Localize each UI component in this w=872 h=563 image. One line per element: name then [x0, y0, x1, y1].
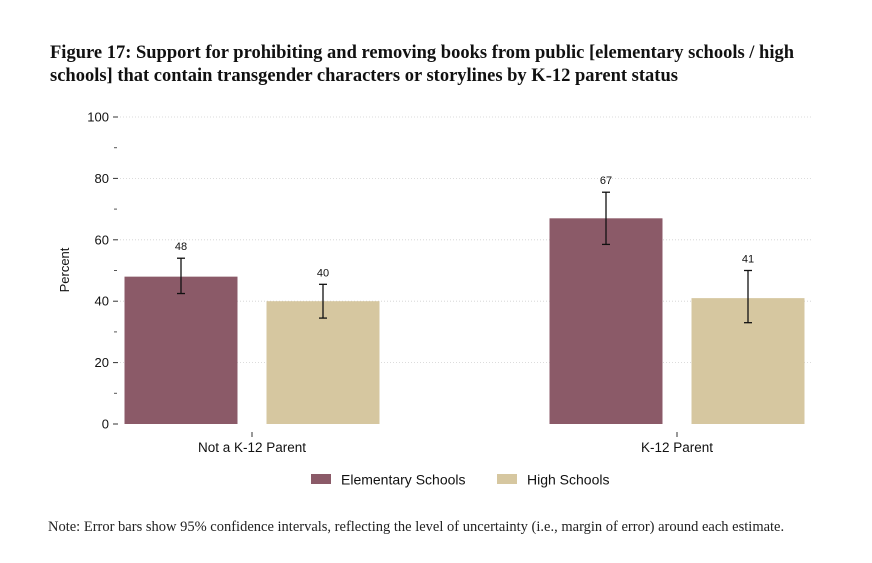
y-tick-label: 20 — [95, 355, 109, 370]
y-tick-label: 80 — [95, 171, 109, 186]
figure-title: Figure 17: Support for prohibiting and r… — [50, 43, 795, 86]
bar — [266, 301, 380, 424]
legend-swatch — [497, 474, 517, 484]
figure-note: Note: Error bars show 95% confidence int… — [48, 519, 785, 535]
data-label: 41 — [742, 254, 754, 266]
legend-label: Elementary Schools — [341, 472, 466, 488]
bar — [124, 276, 238, 424]
data-label: 48 — [175, 241, 187, 253]
data-label: 40 — [317, 267, 329, 279]
x-tick-label: Not a K-12 Parent — [198, 440, 306, 455]
data-label: 67 — [600, 175, 612, 187]
y-axis-title: Percent — [57, 247, 72, 292]
bar — [549, 218, 663, 424]
y-tick-label: 40 — [95, 294, 109, 309]
y-tick-label: 0 — [102, 417, 109, 432]
legend-label: High Schools — [527, 472, 610, 488]
legend-swatch — [311, 474, 331, 484]
x-tick-label: K-12 Parent — [641, 440, 713, 455]
y-tick-label: 60 — [95, 232, 109, 247]
y-tick-label: 100 — [87, 110, 109, 125]
